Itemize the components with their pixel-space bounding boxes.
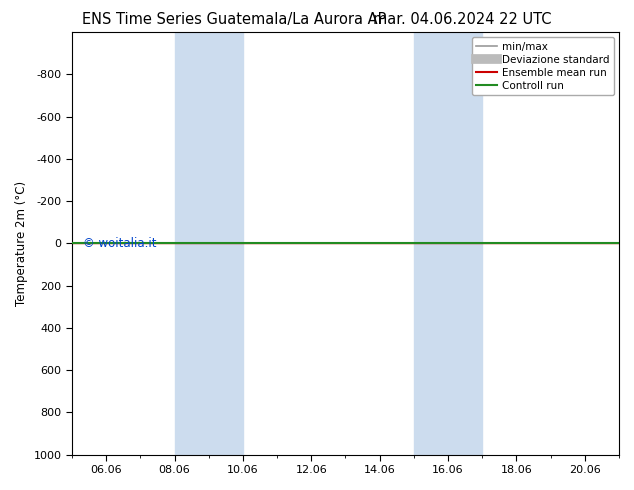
Text: mar. 04.06.2024 22 UTC: mar. 04.06.2024 22 UTC: [373, 12, 552, 27]
Legend: min/max, Deviazione standard, Ensemble mean run, Controll run: min/max, Deviazione standard, Ensemble m…: [472, 37, 614, 95]
Bar: [174, 32, 243, 455]
Y-axis label: Temperature 2m (°C): Temperature 2m (°C): [15, 181, 28, 306]
Text: ENS Time Series Guatemala/La Aurora AP: ENS Time Series Guatemala/La Aurora AP: [82, 12, 387, 27]
Bar: [414, 32, 482, 455]
Text: © woitalia.it: © woitalia.it: [83, 237, 157, 250]
